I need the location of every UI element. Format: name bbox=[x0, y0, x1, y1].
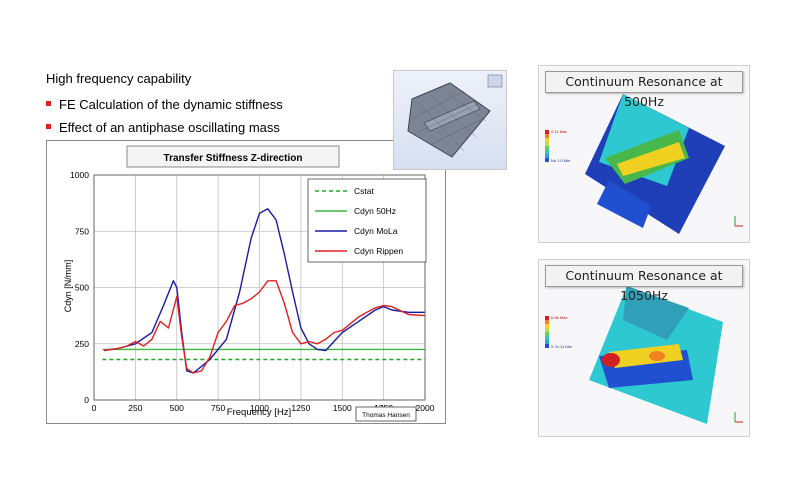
credit-label: Thomas Hansen bbox=[362, 412, 410, 419]
axis-triad-icon-2 bbox=[734, 412, 743, 423]
legend-label-1: Cstat bbox=[354, 186, 374, 196]
plate-rib-yellow-500hz bbox=[617, 142, 685, 176]
y-tick-label: 0 bbox=[84, 395, 89, 405]
plate-region-blue-500hz bbox=[597, 180, 651, 228]
contour-legend-1050hz: 0.06 Max 0.7e-11 Min bbox=[545, 315, 572, 349]
x-tick-label: 250 bbox=[128, 403, 142, 413]
chart-title: Transfer Stiffness Z-direction bbox=[164, 153, 303, 164]
resonance-plot-1050hz: 0.06 Max 0.7e-11 Min bbox=[545, 286, 743, 424]
x-tick-label: 0 bbox=[92, 403, 97, 413]
bullet-item-antiphase-mass: Effect of an antiphase oscillating mass bbox=[46, 116, 283, 139]
viewer-cube-icon bbox=[487, 74, 503, 88]
fe-mesh-thumbnail bbox=[393, 70, 507, 170]
panel-title-500hz: Continuum Resonance at 500Hz bbox=[545, 71, 743, 109]
credit-box bbox=[355, 406, 417, 422]
y-axis-label: Cdyn [N/mm] bbox=[63, 260, 73, 313]
legend-box bbox=[307, 178, 427, 263]
slide-heading: High frequency capability bbox=[46, 71, 192, 86]
scale-max-500hz: 0.11 Max bbox=[551, 129, 567, 134]
scale-min-500hz: No 1.0 Min bbox=[551, 158, 570, 163]
bullet-item-fe-calculation: FE Calculation of the dynamic stiffness bbox=[46, 93, 283, 116]
y-tick-label: 1000 bbox=[70, 170, 89, 180]
fe-mesh-image bbox=[407, 74, 503, 158]
plate-region-yellow-1050hz bbox=[609, 344, 683, 368]
x-tick-label: 2000 bbox=[416, 403, 435, 413]
y-tick-label: 750 bbox=[75, 226, 89, 236]
resonance-panel-500hz: 0.11 Max No 1.0 Min Continuum Resonance … bbox=[538, 65, 750, 243]
axis-triad-icon bbox=[734, 216, 743, 227]
legend-label-2: Cdyn 50Hz bbox=[354, 206, 396, 216]
legend-label-4: Cdyn Rippen bbox=[354, 246, 403, 256]
stiffness-chart: Transfer Stiffness Z-direction 0 250 500 75… bbox=[63, 145, 435, 422]
chart-title-box bbox=[126, 145, 340, 168]
hotspot-red-1050hz bbox=[602, 353, 620, 367]
x-axis-label: Frequency [Hz] bbox=[227, 407, 291, 418]
x-tick-label: 1250 bbox=[291, 403, 310, 413]
resonance-panel-1050hz: 0.06 Max 0.7e-11 Min Continuum Resonance… bbox=[538, 259, 750, 437]
scale-min-1050hz: 0.7e-11 Min bbox=[551, 344, 572, 349]
x-tick-label: 750 bbox=[211, 403, 225, 413]
scale-max-1050hz: 0.06 Max bbox=[551, 315, 567, 320]
y-tick-label: 500 bbox=[75, 283, 89, 293]
mesh-grid-lines bbox=[411, 88, 487, 152]
plate-region-teal-1050hz bbox=[623, 286, 689, 340]
contour-legend-500hz: 0.11 Max No 1.0 Min bbox=[545, 129, 570, 163]
hotspot-orange-1050hz bbox=[649, 351, 665, 361]
x-tick-label: 1000 bbox=[250, 403, 269, 413]
series-line-4 bbox=[103, 280, 426, 374]
plot-area-border bbox=[93, 174, 426, 401]
x-tick-label: 1500 bbox=[333, 403, 352, 413]
legend-label-3: Cdyn MoLa bbox=[354, 226, 398, 236]
x-tick-label: 500 bbox=[170, 403, 184, 413]
series-line-3 bbox=[103, 208, 425, 374]
stiffness-chart-frame: Transfer Stiffness Z-direction 0 250 500 75… bbox=[46, 140, 446, 424]
panel-title-1050hz: Continuum Resonance at 1050Hz bbox=[545, 265, 743, 303]
resonance-plot-500hz: 0.11 Max No 1.0 Min bbox=[545, 94, 743, 234]
y-tick-label: 250 bbox=[75, 339, 89, 349]
bullet-list: FE Calculation of the dynamic stiffness … bbox=[46, 93, 283, 139]
